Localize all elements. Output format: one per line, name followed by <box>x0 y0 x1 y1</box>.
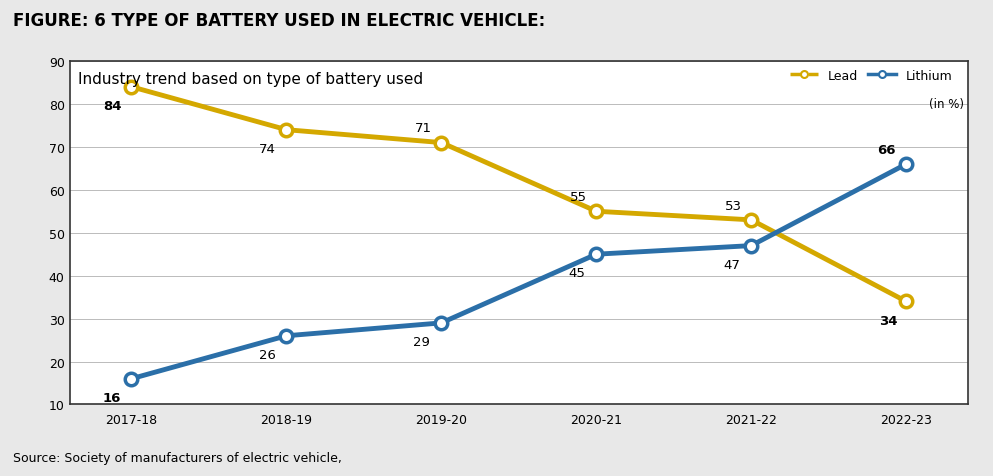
Text: Industry trend based on type of battery used: Industry trend based on type of battery … <box>78 72 424 87</box>
Text: 74: 74 <box>258 143 275 156</box>
Legend: Lead, Lithium: Lead, Lithium <box>785 65 957 88</box>
Text: 53: 53 <box>725 199 742 212</box>
Text: 55: 55 <box>570 191 587 204</box>
Text: 16: 16 <box>103 391 121 404</box>
Text: 45: 45 <box>568 267 585 280</box>
Text: (in %): (in %) <box>928 98 963 111</box>
Text: 66: 66 <box>878 144 896 157</box>
Text: 34: 34 <box>879 314 898 327</box>
Text: Source: Society of manufacturers of electric vehicle,: Source: Society of manufacturers of elec… <box>13 451 342 464</box>
Text: 47: 47 <box>723 258 740 271</box>
Text: 84: 84 <box>103 100 121 113</box>
Text: FIGURE: 6 TYPE OF BATTERY USED IN ELECTRIC VEHICLE:: FIGURE: 6 TYPE OF BATTERY USED IN ELECTR… <box>13 12 545 30</box>
Text: 29: 29 <box>413 336 430 348</box>
Text: 71: 71 <box>415 122 432 135</box>
Text: 26: 26 <box>258 348 275 361</box>
